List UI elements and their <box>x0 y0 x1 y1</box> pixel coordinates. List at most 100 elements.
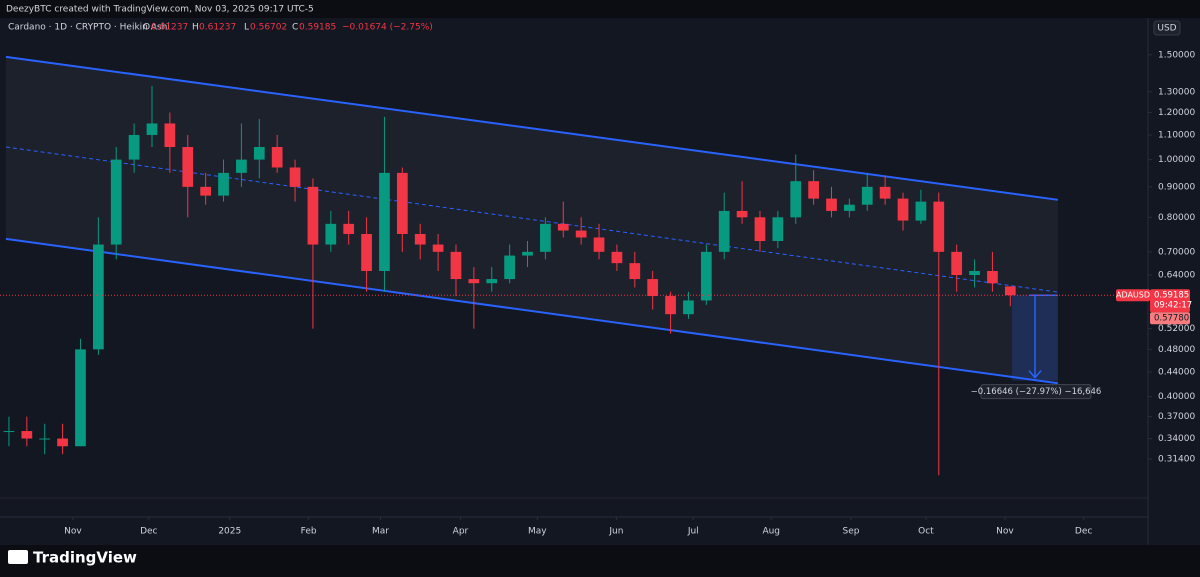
y-tick-label: 0.64000 <box>1158 270 1195 280</box>
chart-title: Cardano · 1D · CRYPTO · Heikin Ashi <box>8 23 170 33</box>
candle-body <box>361 233 372 271</box>
candle-body <box>182 146 194 187</box>
candle-body <box>915 201 927 221</box>
x-tick-label: Apr <box>453 527 469 537</box>
legend-open: 0.61237 <box>151 23 188 33</box>
candle-body <box>3 431 15 433</box>
candle-body <box>289 167 301 187</box>
countdown: 09:42:17 <box>1154 301 1192 311</box>
candle-body <box>200 186 212 196</box>
x-tick-label: Aug <box>762 527 780 537</box>
candle-body <box>808 181 819 199</box>
channel-middle <box>5 146 1058 293</box>
secondary-price-tag <box>1150 312 1190 325</box>
y-tick-label: 0.44000 <box>1158 367 1195 377</box>
secondary-price-label: 0.57780 <box>1154 314 1189 324</box>
candle-body <box>1004 286 1016 296</box>
y-tick-label: 0.37000 <box>1158 412 1195 422</box>
last-price-label: 0.59185 <box>1154 291 1189 301</box>
x-tick-label: 2025 <box>218 527 241 537</box>
legend-change: −0.01674 (−2.75%) <box>342 23 433 33</box>
y-tick-label: 1.10000 <box>1158 130 1195 140</box>
candle-body <box>486 279 498 284</box>
y-tick-label: 1.30000 <box>1158 87 1195 97</box>
currency-button[interactable] <box>1153 20 1181 36</box>
measure-arrowhead <box>1028 370 1042 379</box>
candle-body <box>253 146 265 160</box>
y-tick-label: 0.34000 <box>1158 434 1195 444</box>
candle-body <box>718 210 730 252</box>
candle-body <box>647 279 659 297</box>
x-tick-label: Dec <box>1075 527 1092 537</box>
candle-body <box>844 204 855 211</box>
candle-body <box>21 431 33 439</box>
legend-close: 0.59185 <box>299 23 336 33</box>
candle-body <box>683 300 694 315</box>
y-tick-label: 0.70000 <box>1158 247 1195 257</box>
y-tick-label: 0.90000 <box>1158 182 1195 192</box>
symbol-label: ADAUSD <box>1116 291 1150 300</box>
candle-body <box>414 233 426 245</box>
plot <box>3 55 1059 476</box>
channel-lower <box>5 237 1059 385</box>
symbol-tag <box>1116 289 1150 302</box>
candle-body <box>629 263 641 280</box>
credit: DeezyBTC created with TradingView.com, N… <box>6 5 314 15</box>
candle-body <box>164 123 176 147</box>
candle-body <box>39 438 51 440</box>
candle-body <box>522 251 533 256</box>
candle-body <box>611 251 623 264</box>
candle-body <box>879 186 891 199</box>
candle-body <box>110 159 122 245</box>
channel-fill <box>5 56 1058 384</box>
candle-body <box>128 134 140 160</box>
footer-bar <box>0 545 1200 577</box>
candle-body <box>754 217 766 241</box>
legend-l: L <box>244 23 249 33</box>
candle-body <box>575 230 587 238</box>
candle-body <box>307 186 319 245</box>
x-tick-label: Dec <box>140 527 157 537</box>
candle-body <box>772 217 784 241</box>
price-tag <box>1150 289 1190 313</box>
y-tick-label: 0.80000 <box>1158 213 1195 223</box>
candle-body <box>933 201 945 252</box>
logo-icon <box>8 550 28 564</box>
candle-body <box>700 251 712 301</box>
top-bar <box>0 0 1200 18</box>
candle-body <box>396 172 408 234</box>
y-tick-label: 1.50000 <box>1158 50 1195 60</box>
measure-label-bg <box>980 384 1092 400</box>
candle-body <box>540 223 551 252</box>
x-tick-label: Nov <box>996 527 1014 537</box>
candle-body <box>504 255 515 280</box>
candle-body <box>736 210 748 218</box>
candle-body <box>218 172 229 196</box>
candle-body <box>468 279 480 284</box>
candle-body <box>897 198 909 221</box>
currency[interactable]: USD <box>1157 24 1176 34</box>
candle-body <box>343 223 355 234</box>
x-tick-label: Oct <box>918 527 934 537</box>
candle-body <box>236 159 247 173</box>
legend-high: 0.61237 <box>199 23 236 33</box>
candle-body <box>861 186 873 205</box>
y-tick-label: 0.52000 <box>1158 324 1195 334</box>
candle-body <box>987 270 998 284</box>
candle-body <box>593 237 605 252</box>
legend-h: H <box>192 23 199 33</box>
candle-body <box>146 123 158 135</box>
channel-upper <box>5 55 1059 201</box>
x-tick-label: Jun <box>608 527 623 537</box>
x-tick-label: Feb <box>301 527 317 537</box>
candle-body <box>432 244 444 252</box>
candle-body <box>57 438 68 447</box>
legend-low: 0.56702 <box>250 23 287 33</box>
candle-body <box>325 223 337 245</box>
candle-body <box>665 296 676 315</box>
y-tick-label: 1.20000 <box>1158 108 1195 118</box>
brand: TradingView <box>33 549 137 567</box>
legend-o: O <box>143 23 150 33</box>
